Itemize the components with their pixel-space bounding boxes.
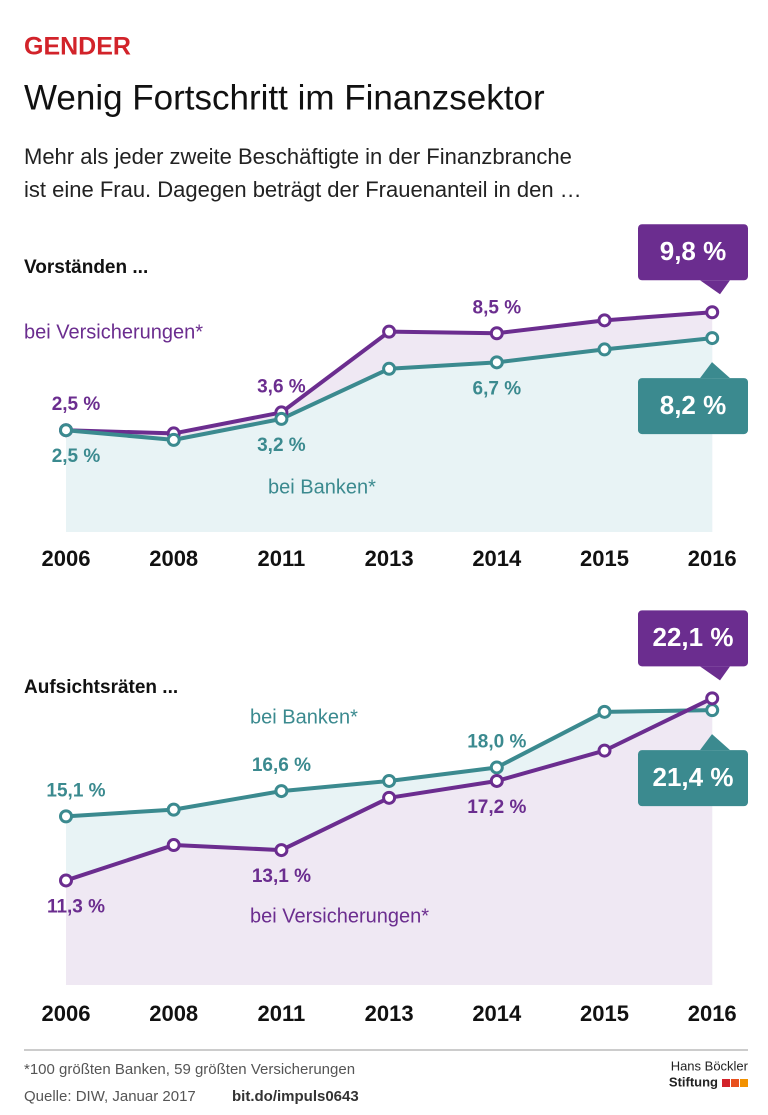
marker [489, 355, 504, 370]
value-label: 11,3 % [47, 896, 105, 917]
marker [382, 324, 397, 339]
x-tick-label: 2014 [472, 546, 522, 571]
marker [597, 743, 612, 758]
logo-square [740, 1079, 748, 1087]
value-label: 9,8 % [660, 236, 727, 266]
x-tick-label: 2016 [688, 1001, 737, 1026]
x-tick-label: 2014 [472, 1001, 522, 1026]
marker [274, 784, 289, 799]
value-label: 2,5 % [52, 394, 101, 415]
value-label: 3,6 % [257, 376, 306, 397]
chart-subtitle: Vorständen ... [24, 257, 148, 278]
value-label: 16,6 % [252, 755, 311, 776]
marker [382, 790, 397, 805]
kicker: GENDER [24, 33, 131, 61]
marker [382, 361, 397, 376]
marker [166, 802, 181, 817]
value-label: 8,2 % [660, 390, 727, 420]
source: Quelle: DIW, Januar 2017 [24, 1088, 196, 1105]
value-label: 8,5 % [473, 297, 522, 318]
value-label: 3,2 % [257, 435, 306, 456]
series-label: bei Versicherungen* [250, 905, 429, 927]
callout-pointer [700, 280, 730, 295]
marker [597, 704, 612, 719]
x-tick-label: 2011 [258, 1001, 306, 1026]
value-label: 6,7 % [473, 378, 522, 399]
callout-box [638, 750, 748, 807]
logo-text: Hans Böckler [671, 1058, 749, 1073]
value-label: 22,1 % [653, 622, 734, 652]
x-tick-label: 2013 [365, 546, 414, 571]
marker [382, 773, 397, 788]
logo-text: Stiftung [669, 1074, 718, 1089]
marker [705, 331, 720, 346]
x-tick-label: 2006 [42, 546, 91, 571]
callout-pointer [700, 362, 730, 379]
marker [274, 843, 289, 858]
callout-pointer [700, 666, 730, 681]
title: Wenig Fortschritt im Finanzsektor [24, 78, 545, 117]
x-tick-label: 2013 [365, 1001, 414, 1026]
area [66, 338, 713, 532]
callout-pointer [700, 734, 730, 751]
x-tick-label: 2008 [149, 1001, 198, 1026]
x-tick-label: 2008 [149, 546, 198, 571]
footnote: *100 größten Banken, 59 größten Versiche… [24, 1061, 355, 1078]
x-tick-label: 2015 [580, 1001, 629, 1026]
value-label: 21,4 % [653, 762, 734, 792]
logo-square [722, 1079, 730, 1087]
value-label: 17,2 % [467, 797, 526, 818]
value-label: 15,1 % [46, 780, 105, 801]
subtitle: ist eine Frau. Dagegen beträgt der Fraue… [24, 177, 582, 202]
marker [489, 760, 504, 775]
callout-box [638, 610, 748, 667]
subtitle: Mehr als jeder zweite Beschäftigte in de… [24, 144, 572, 169]
marker [59, 873, 73, 888]
series-label: bei Banken* [268, 476, 376, 498]
value-label: 2,5 % [52, 446, 101, 467]
x-tick-label: 2016 [688, 546, 737, 571]
x-tick-label: 2011 [258, 546, 306, 571]
marker [59, 423, 73, 438]
series-label: bei Versicherungen* [24, 321, 203, 343]
callout-box [638, 224, 748, 281]
marker [489, 773, 504, 788]
x-tick-label: 2006 [42, 1001, 91, 1026]
marker [166, 432, 181, 447]
link[interactable]: bit.do/impuls0643 [232, 1088, 359, 1105]
marker [597, 313, 612, 328]
marker [166, 838, 181, 853]
x-tick-label: 2015 [580, 546, 629, 571]
value-label: 18,0 % [467, 731, 526, 752]
marker [274, 411, 289, 426]
marker [705, 691, 720, 706]
marker [489, 326, 504, 341]
callout-box [638, 378, 748, 435]
value-label: 13,1 % [252, 866, 311, 887]
area [66, 698, 713, 985]
series-label: bei Banken* [250, 706, 358, 728]
marker [59, 809, 73, 824]
chart-subtitle: Aufsichtsräten ... [24, 677, 178, 698]
marker [705, 305, 720, 320]
marker [705, 703, 720, 718]
logo-square [731, 1079, 739, 1087]
marker [597, 342, 612, 357]
